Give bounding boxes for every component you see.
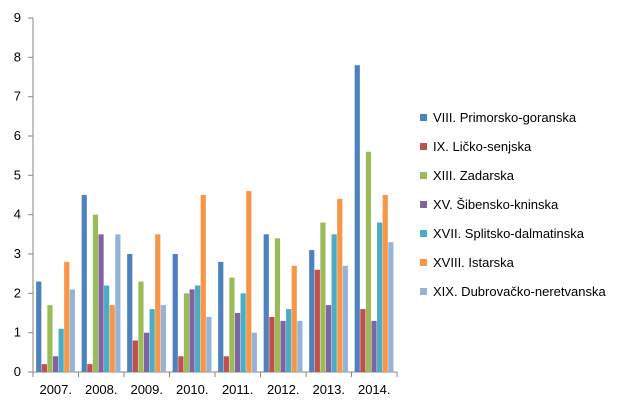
bar [314,269,320,372]
legend-label: XVII. Splitsko-dalmatinska [433,226,585,241]
bar [223,356,229,372]
bar [69,289,75,372]
legend-item: VIII. Primorsko-goranska [420,110,577,125]
bar [104,285,110,372]
bar [178,356,184,372]
y-tick-label: 5 [14,167,21,182]
x-tick-label: 2011. [222,382,254,397]
bar [143,332,150,372]
bar [229,277,235,372]
bar [138,281,144,372]
bar [240,293,246,372]
bar [246,191,252,372]
bar [41,364,47,372]
bar [195,285,201,372]
bar [342,265,348,372]
bar [127,254,133,372]
bar [286,309,292,372]
plot-area: 0 1 2 3 4 5 6 7 8 9 2007. 2008. 2009. 2010. 2011. 2012.… [14,10,398,397]
bar [155,234,161,372]
x-tick-label: 2008. [85,382,118,397]
bar [92,214,99,372]
x-tick-label: 2010. [176,382,209,397]
legend-swatch [420,143,427,150]
x-tick-label: 2012. [267,382,300,397]
bar [291,265,297,372]
legend-item: XVII. Splitsko-dalmatinska [420,226,585,241]
bar [274,238,281,372]
y-tick-label: 6 [14,128,21,143]
y-tick-label: 7 [14,89,21,104]
bar [52,356,59,372]
legend-item: XIII. Zadarska [420,168,515,183]
bar [325,305,332,372]
bar [309,250,315,372]
bar [360,309,366,372]
bar [354,65,360,372]
bar [183,293,190,372]
legend-label: XIX. Dubrovačko-neretvanska [433,284,606,299]
bar [200,195,206,372]
bar [115,234,121,372]
legend-swatch [420,201,427,208]
legend-swatch [420,259,427,266]
y-tick-label: 3 [14,246,21,261]
x-tick-label: 2013. [312,382,345,397]
bar [58,328,64,372]
bar [269,316,275,372]
bar [172,254,178,372]
bar [132,340,138,372]
y-tick-label: 1 [14,325,21,340]
y-tick-label: 0 [14,364,21,379]
legend-label: XVIII. Istarska [433,255,515,270]
legend-item: XIX. Dubrovačko-neretvanska [420,284,606,299]
legend-swatch [420,288,427,295]
bar [87,364,93,372]
bar [149,309,155,372]
bar [36,281,42,372]
bar [377,222,383,372]
bar [160,305,166,372]
bar [365,151,372,372]
bar [234,313,241,372]
y-tick-label: 2 [14,285,21,300]
bar [109,305,115,372]
bar [297,320,303,372]
bar [263,234,269,372]
bar [47,305,53,372]
bar [98,234,104,372]
y-tick-label: 8 [14,49,21,64]
legend-item: XVIII. Istarska [420,255,515,270]
legend-swatch [420,114,427,121]
legend-label: IX. Ličko-senjska [433,139,532,154]
legend-label: XIII. Zadarska [433,168,515,183]
bar [388,242,394,372]
bar [382,195,388,372]
bar [218,261,224,372]
x-tick-label: 2014. [358,382,391,397]
y-tick-label: 9 [14,10,21,25]
bar [280,320,286,372]
legend-item: IX. Ličko-senjska [420,139,532,154]
legend: VIII. Primorsko-goranska IX. Ličko-senjsk… [420,110,606,299]
legend-label: XV. Šibensko-kninska [433,197,559,212]
bar [81,195,87,372]
bar [64,261,70,372]
x-tick-label: 2009. [130,382,163,397]
legend-label: VIII. Primorsko-goranska [433,110,577,125]
bar [371,320,377,372]
bar [189,289,195,372]
legend-swatch [420,172,427,179]
x-tick-label: 2007. [39,382,72,397]
legend-item: XV. Šibensko-kninska [420,197,559,212]
legend-swatch [420,230,427,237]
y-tick-label: 4 [14,207,21,222]
bar [320,222,326,372]
bar [206,316,212,372]
bar [331,234,337,372]
bar [251,332,257,372]
bar [337,198,343,372]
